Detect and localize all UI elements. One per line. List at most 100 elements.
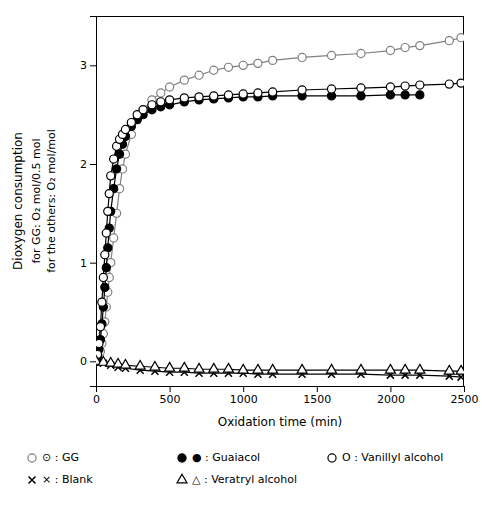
- tick: 0: [93, 386, 100, 406]
- tick-mark: [170, 386, 171, 392]
- tick-mark: [90, 263, 96, 264]
- point: [253, 364, 263, 373]
- point: [110, 234, 118, 242]
- point: [401, 91, 409, 99]
- legend-marker: [177, 474, 187, 483]
- tick-label: 2000: [377, 393, 405, 406]
- point: [96, 340, 103, 348]
- point: [165, 362, 175, 371]
- axis-line: [97, 387, 465, 393]
- point: [209, 363, 219, 372]
- tick: 500: [160, 386, 181, 406]
- point: [298, 86, 306, 94]
- point: [166, 96, 174, 104]
- point: [457, 34, 464, 42]
- point: [135, 360, 145, 369]
- tick: 2000: [377, 386, 405, 406]
- point: [357, 92, 365, 100]
- tick: 3: [80, 59, 96, 72]
- point: [224, 63, 232, 71]
- point: [456, 365, 464, 374]
- tick: 2: [80, 158, 96, 171]
- point: [101, 251, 109, 259]
- tick-label: 2500: [451, 393, 479, 406]
- series: [96, 356, 464, 375]
- point: [107, 172, 115, 180]
- point: [110, 155, 118, 163]
- legend-label: △ : Veratryl alcohol: [192, 473, 297, 486]
- tick-mark: [464, 386, 465, 392]
- point: [195, 93, 203, 101]
- tick: 0: [80, 355, 96, 368]
- point: [401, 82, 409, 90]
- y-axis: 0 1 2 3: [80, 17, 97, 387]
- point: [239, 90, 247, 98]
- point: [400, 364, 410, 373]
- series: [96, 34, 464, 366]
- tick-label: 0: [93, 393, 100, 406]
- point: [239, 61, 247, 69]
- x-axis: 05001000150020002500: [93, 386, 479, 406]
- point: [357, 49, 365, 57]
- y-label: for the others: O₂ mol/mol: [45, 129, 58, 273]
- point: [102, 229, 110, 237]
- point: [150, 361, 160, 370]
- tick: 2500: [451, 386, 479, 406]
- point: [166, 83, 174, 91]
- tick-mark: [243, 386, 244, 392]
- legend-marker: [28, 454, 36, 462]
- point: [101, 283, 109, 291]
- point: [179, 362, 189, 371]
- tick-label: 2: [80, 158, 87, 171]
- point: [148, 101, 156, 109]
- point: [210, 66, 218, 74]
- legend-label: × : Blank: [42, 473, 93, 486]
- point: [269, 56, 277, 64]
- legend: ⊙ : GG● : GuaiacolO : Vanillyl alcohol× …: [28, 451, 443, 486]
- point: [254, 89, 262, 97]
- tick-mark: [317, 386, 318, 392]
- frame-right: [463, 16, 464, 386]
- point: [457, 79, 464, 87]
- legend-label: ● : Guaiacol: [192, 451, 260, 464]
- legend-item: × : Blank: [29, 473, 94, 486]
- y-label: for GG: O₂ mol/0.5 mol: [30, 138, 43, 263]
- point: [238, 364, 248, 373]
- point: [416, 81, 424, 89]
- series-line: [96, 83, 461, 361]
- tick-label: 1: [80, 257, 87, 270]
- point: [401, 44, 409, 52]
- point: [356, 364, 366, 373]
- point: [268, 364, 278, 373]
- y-label: Dioxygen consumption: [11, 132, 25, 270]
- point: [195, 71, 203, 79]
- point: [210, 92, 218, 100]
- tick-label: 500: [160, 393, 181, 406]
- x-label: Oxidation time (min): [218, 415, 343, 429]
- point: [327, 85, 335, 93]
- tick-label: 1000: [230, 393, 258, 406]
- point: [180, 94, 188, 102]
- point: [357, 84, 365, 92]
- tick-mark: [90, 65, 96, 66]
- point: [180, 76, 188, 84]
- point: [416, 42, 424, 50]
- tick-mark: [90, 164, 96, 165]
- tick-mark: [390, 386, 391, 392]
- axis-line: [90, 17, 97, 387]
- point: [385, 364, 395, 373]
- legend-label: O : Vanillyl alcohol: [342, 451, 443, 464]
- tick-mark: [90, 361, 96, 362]
- legend-marker: [178, 454, 186, 462]
- series-line: [96, 95, 420, 361]
- tick-label: 0: [80, 355, 87, 368]
- tick: 1: [80, 257, 96, 270]
- point: [445, 80, 453, 88]
- point: [298, 53, 306, 61]
- legend-marker: [29, 477, 36, 484]
- point: [120, 359, 130, 368]
- point: [194, 363, 204, 372]
- point: [223, 363, 233, 372]
- point: [254, 59, 262, 67]
- point: [297, 364, 307, 373]
